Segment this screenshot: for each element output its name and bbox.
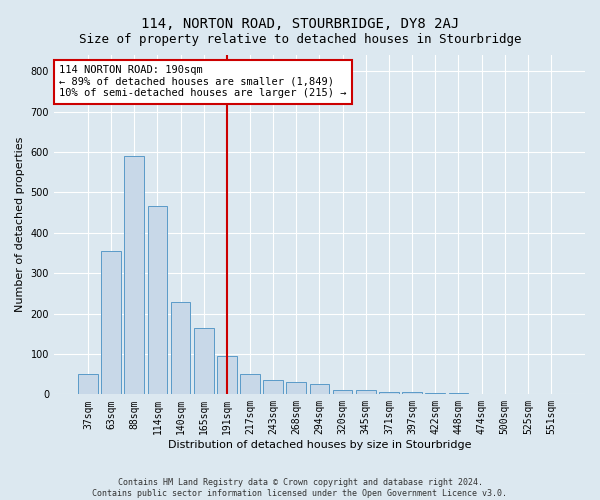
Bar: [170, 302, 190, 394]
Bar: [379, 392, 399, 394]
Bar: [263, 380, 283, 394]
Bar: [402, 392, 422, 394]
Bar: [286, 382, 306, 394]
Bar: [78, 374, 98, 394]
Text: 114 NORTON ROAD: 190sqm
← 89% of detached houses are smaller (1,849)
10% of semi: 114 NORTON ROAD: 190sqm ← 89% of detache…: [59, 65, 347, 98]
Bar: [194, 328, 214, 394]
Bar: [101, 251, 121, 394]
Bar: [310, 384, 329, 394]
Text: 114, NORTON ROAD, STOURBRIDGE, DY8 2AJ: 114, NORTON ROAD, STOURBRIDGE, DY8 2AJ: [141, 18, 459, 32]
Bar: [356, 390, 376, 394]
Y-axis label: Number of detached properties: Number of detached properties: [15, 137, 25, 312]
Text: Contains HM Land Registry data © Crown copyright and database right 2024.
Contai: Contains HM Land Registry data © Crown c…: [92, 478, 508, 498]
Bar: [425, 393, 445, 394]
Bar: [240, 374, 260, 394]
Bar: [333, 390, 352, 394]
Bar: [148, 206, 167, 394]
X-axis label: Distribution of detached houses by size in Stourbridge: Distribution of detached houses by size …: [168, 440, 471, 450]
Bar: [124, 156, 144, 394]
Text: Size of property relative to detached houses in Stourbridge: Size of property relative to detached ho…: [79, 32, 521, 46]
Bar: [217, 356, 236, 395]
Bar: [449, 393, 468, 394]
